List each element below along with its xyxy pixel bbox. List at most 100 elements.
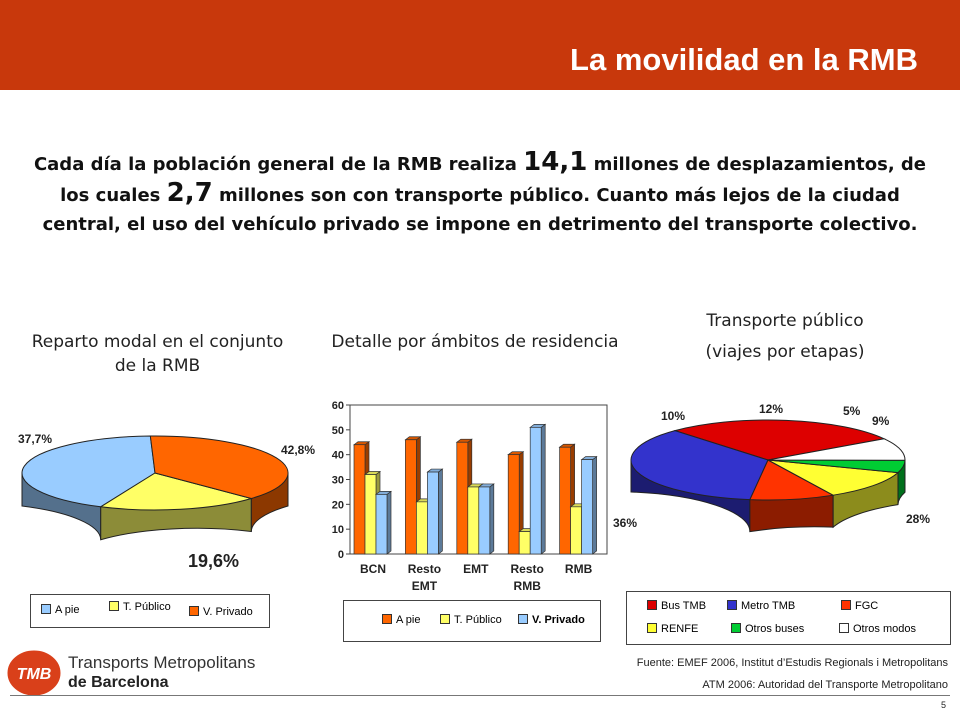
bar-side	[438, 468, 443, 555]
bar-v-privado-1	[427, 471, 439, 555]
bar-v-privado-3	[529, 426, 542, 555]
chart3-label-bus-tmb: 28%	[906, 512, 931, 526]
chart3-legend: Bus TMB Metro TMB FGC RENFE Otros buses …	[626, 591, 951, 645]
bar-a-pie-3	[507, 454, 520, 555]
bar-t-p-blico-3	[518, 531, 531, 555]
chart3-title: Transporte público (viajes por etapas)	[660, 306, 910, 368]
x-category-label: RMB	[565, 562, 593, 576]
chart3-label-fgc: 10%	[661, 409, 686, 423]
legend-label: T. Público	[123, 601, 171, 613]
y-tick-label: 60	[332, 400, 344, 412]
legend-swatch-icon	[647, 623, 657, 633]
intro-text: Cada día la población general de la RMB …	[20, 148, 940, 239]
bar-v-privado-4	[581, 459, 593, 555]
header-banner	[0, 0, 960, 90]
legend-swatch-icon	[109, 601, 119, 611]
chart3-legend-bus-tmb: Bus TMB	[647, 600, 706, 612]
legend-swatch-icon	[841, 600, 851, 610]
pie3-slice-fgc	[749, 459, 835, 501]
chart2-legend: A pie T. Público V. Privado	[343, 600, 601, 642]
footer-divider	[10, 695, 950, 696]
intro-figure-public: 2,7	[166, 178, 213, 208]
chart1-legend-tpublico: T. Público	[109, 601, 171, 613]
legend-label: RENFE	[661, 623, 699, 635]
chart1-label-tpublico: 19,6%	[188, 551, 240, 571]
legend-swatch-icon	[382, 614, 392, 624]
tmb-logo-text: TMB	[17, 666, 52, 683]
bar-a-pie-4	[559, 446, 571, 555]
chart1-title: Reparto modal en el conjunto de la RMB	[20, 330, 295, 378]
pie1-slice-tpublico	[99, 472, 254, 511]
bar-a-pie-1	[405, 439, 417, 555]
legend-swatch-icon	[731, 623, 741, 633]
legend-label: Otros modos	[853, 623, 916, 635]
pie1-slice-apie	[21, 435, 156, 508]
chart3-label-renfe: 12%	[759, 402, 784, 416]
chart3-legend-metro-tmb: Metro TMB	[727, 600, 795, 612]
legend-label: Bus TMB	[661, 600, 707, 612]
chart2-bar-chart: 0 10 20 30 40 50 60 BCN Resto EMT EMT Resto RMB RMB	[332, 400, 608, 593]
pie3-slice-otros-modos	[767, 438, 906, 461]
chart3-title-line2: (viajes por etapas)	[705, 342, 865, 362]
pie3-slice-bus-tmb	[673, 419, 886, 461]
x-category-label: BCN	[360, 562, 386, 576]
legend-label: Metro TMB	[741, 600, 796, 612]
x-category-label: EMT	[463, 562, 489, 576]
legend-swatch-icon	[839, 623, 849, 633]
bar-a-pie-2	[456, 441, 469, 555]
intro-figure-trips: 14,1	[523, 147, 588, 177]
tmb-logo-icon: TMB	[6, 649, 62, 697]
intro-part-2: millones de desplazamientos, de los cual…	[60, 154, 927, 206]
legend-swatch-icon	[41, 604, 51, 614]
pie3-slice-metro-tmb	[630, 430, 769, 501]
source-line-1: Fuente: EMEF 2006, Institut d’Estudis Re…	[636, 657, 948, 669]
legend-label: A pie	[396, 614, 421, 626]
chart3-legend-renfe: RENFE	[647, 623, 698, 635]
chart1-title-line1: Reparto modal en el conjunto	[31, 332, 284, 352]
source-line-2: ATM 2006: Autoridad del Transporte Metro…	[702, 679, 948, 691]
y-tick-label: 10	[332, 524, 344, 536]
page-number: 5	[940, 700, 946, 710]
bar-t-p-blico-2	[467, 486, 480, 555]
chart3-title-line1: Transporte público	[706, 311, 864, 331]
chart1-pie	[21, 435, 289, 541]
bar-side	[540, 423, 546, 555]
chart3-label-otros-buses: 5%	[843, 404, 861, 418]
legend-swatch-icon	[727, 600, 737, 610]
x-category-label: RMB	[514, 579, 542, 593]
legend-swatch-icon	[647, 600, 657, 610]
legend-swatch-icon	[440, 614, 450, 624]
legend-label: T. Público	[454, 614, 502, 626]
legend-label: V. Privado	[532, 614, 585, 626]
bar-a-pie-0	[353, 444, 366, 555]
page-title: La movilidad en la RMB	[570, 42, 918, 77]
legend-label: FGC	[855, 600, 879, 612]
org-name-line1: Transports Metropolitans	[68, 653, 256, 672]
chart2-title: Detalle por ámbitos de residencia	[331, 332, 619, 352]
bar-v-privado-0	[375, 494, 388, 555]
bar-t-p-blico-4	[570, 506, 582, 555]
chart1-title-line2: de la RMB	[114, 356, 201, 376]
y-tick-label: 0	[338, 549, 344, 561]
chart1-legend: A pie T. Público V. Privado	[30, 594, 270, 628]
bar-t-p-blico-1	[416, 501, 428, 555]
chart1-legend-vprivado: V. Privado	[189, 606, 253, 618]
chart3-legend-otros-modos: Otros modos	[839, 623, 916, 635]
y-tick-label: 40	[332, 450, 344, 462]
chart3-label-metro-tmb: 36%	[613, 516, 638, 530]
x-category-label: Resto	[511, 562, 544, 576]
legend-swatch-icon	[189, 606, 199, 616]
x-category-label: EMT	[412, 579, 438, 593]
x-category-label: Resto	[408, 562, 441, 576]
pie1-slice-vprivado	[149, 435, 289, 500]
bar-t-p-blico-0	[364, 474, 377, 555]
y-tick-label: 50	[332, 425, 344, 437]
chart2-legend-vprivado: V. Privado	[518, 614, 585, 626]
bar-side	[489, 483, 495, 555]
chart1-legend-apie: A pie	[41, 604, 79, 616]
chart3-legend-otros-buses: Otros buses	[731, 623, 804, 635]
intro-part-3: millones son con transporte público. Cua…	[42, 185, 918, 235]
chart3-label-otros-modos: 9%	[872, 414, 890, 428]
bar-side	[386, 490, 392, 555]
chart2-legend-tpublico: T. Público	[440, 614, 502, 626]
